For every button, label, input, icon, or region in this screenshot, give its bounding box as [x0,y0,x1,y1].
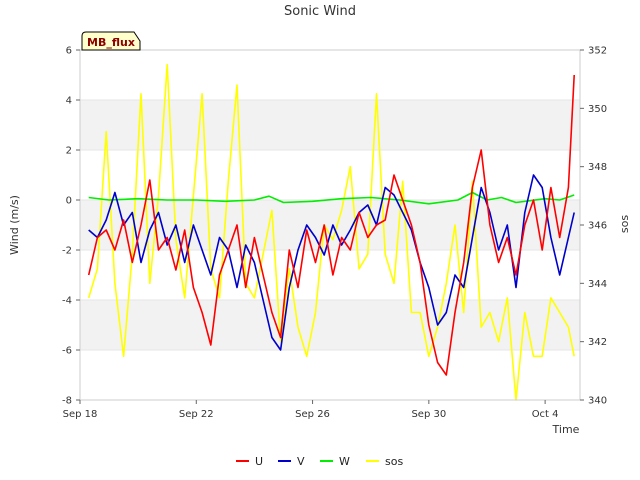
flux-badge: MB_flux [81,31,141,51]
y-left-tick-label-3: -2 [62,246,72,257]
x-tick-label-4: Oct 4 [532,409,559,420]
y-right-tick-label-4: 348 [588,162,607,173]
y-axis-right-ticks: 340 342 344 346 348 350 352 [580,46,607,407]
legend-label-sos: sos [385,455,403,468]
y-right-tick-label-0: 340 [588,396,607,407]
legend-label-w: W [339,455,350,468]
legend-label-u: U [255,455,263,468]
y-left-tick-label-5: 2 [66,146,72,157]
y-left-tick-label-2: -4 [62,296,72,307]
y-right-tick-label-1: 342 [588,337,607,348]
shaded-bands [80,100,580,350]
series-line-w [88,191,575,205]
shaded-band-0 [80,300,580,350]
shaded-band-2 [80,100,580,150]
x-tick-label-1: Sep 22 [179,409,214,420]
y-right-tick-label-5: 350 [588,104,607,115]
x-tick-label-2: Sep 26 [295,409,330,420]
y-left-tick-label-4: 0 [66,196,72,207]
y-right-tick-label-6: 352 [588,46,607,57]
series-line-u [87,74,575,376]
y-left-tick-label-6: 4 [66,96,72,107]
y-right-tick-label-2: 344 [588,279,607,290]
y-right-tick-label-3: 346 [588,221,607,232]
x-axis-ticks: Sep 18 Sep 22 Sep 26 Sep 30 Oct 4 [63,400,559,420]
y-left-tick-label-0: -8 [62,396,72,407]
x-tick-label-0: Sep 18 [63,409,98,420]
series-line-v [88,174,575,351]
y-axis-left-label: Wind (m/s) [8,195,21,255]
data-series [87,63,575,401]
y-axis-right-label: sos [618,215,631,233]
x-axis-label: Time [552,423,580,436]
flux-badge-label: MB_flux [87,36,135,49]
x-tick-label-3: Sep 30 [411,409,446,420]
y-left-tick-label-1: -6 [62,346,72,357]
chart-title: Sonic Wind [284,4,356,19]
y-axis-left-ticks: -8 -6 -4 -2 0 2 4 6 [62,46,80,407]
series-line-sos [87,63,575,401]
y-left-tick-label-7: 6 [66,46,72,57]
legend-label-v: V [297,455,305,468]
